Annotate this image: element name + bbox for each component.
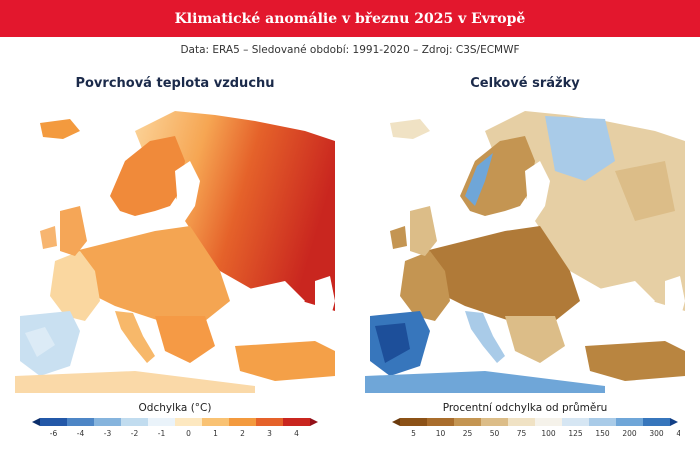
precipitation-colorbar-tick-label: 200	[622, 429, 637, 438]
precipitation-colorbar-bin	[562, 418, 590, 426]
precipitation-map-title: Celkové srážky	[470, 76, 580, 91]
temperature-map-title: Povrchová teplota vzduchu	[75, 76, 275, 91]
temperature-colorbar-tick-label: 2	[240, 429, 245, 438]
land-iceland	[40, 119, 80, 139]
precipitation-anomaly-map	[365, 101, 685, 393]
temperature-colorbar-bin	[121, 418, 149, 426]
precipitation-colorbar-bin	[643, 418, 671, 426]
precipitation-colorbar-bin	[454, 418, 482, 426]
temperature-legend-title: Odchylka (°C)	[138, 402, 212, 414]
temperature-colorbar-bin	[283, 418, 311, 426]
precipitation-colorbar-tick-label: 150	[595, 429, 610, 438]
temperature-colorbar-tick-label: 4	[294, 429, 299, 438]
temperature-colorbar-tick-label: -2	[131, 429, 139, 438]
temperature-colorbar-bin	[148, 418, 176, 426]
temperature-colorbar-tick-label: -4	[77, 429, 85, 438]
temperature-anomaly-map	[15, 101, 335, 393]
temperature-colorbar-tick-label: -3	[104, 429, 112, 438]
precipitation-colorbar-bin	[400, 418, 428, 426]
baltic-sea	[173, 161, 200, 221]
land-scandinavia	[110, 136, 185, 216]
precipitation-colorbar-tick-label: 25	[463, 429, 473, 438]
temperature-colorbar-bin	[67, 418, 95, 426]
precipitation-colorbar-bin	[535, 418, 563, 426]
temperature-colorbar-min-arrow	[32, 418, 40, 426]
temperature-colorbar-tick-label: -6	[50, 429, 58, 438]
land-north-africa	[15, 371, 255, 393]
land-british-isles	[60, 206, 87, 256]
temperature-colorbar-bin	[175, 418, 203, 426]
temperature-colorbar-bin	[202, 418, 230, 426]
temperature-colorbar: -6-4-3-2-1012346	[32, 418, 318, 438]
land-balkans	[155, 316, 215, 363]
land-turkey	[235, 341, 335, 381]
precipitation-colorbar-tick-label: 400	[676, 429, 680, 438]
precipitation-colorbar-bin	[481, 418, 509, 426]
page-title: Klimatické anomálie v březnu 2025 v Evro…	[174, 10, 526, 27]
precipitation-legend-title: Procentní odchylka od průměru	[442, 402, 608, 414]
precipitation-colorbar-tick-label: 10	[436, 429, 446, 438]
temperature-colorbar-tick-label: 1	[213, 429, 218, 438]
temperature-colorbar-tick-label: 0	[186, 429, 191, 438]
land-italy	[115, 311, 155, 363]
black-sea	[230, 281, 305, 323]
precipitation-colorbar-max-arrow	[670, 418, 678, 426]
precipitation-colorbar-tick-label: 5	[411, 429, 416, 438]
precipitation-colorbar-tick-label: 75	[517, 429, 527, 438]
title-banner: Klimatické anomálie v březnu 2025 v Evro…	[0, 0, 700, 37]
temperature-colorbar-max-arrow	[310, 418, 318, 426]
land-west	[50, 251, 100, 321]
land-central	[75, 226, 230, 326]
temperature-colorbar-tick-label: -1	[158, 429, 166, 438]
precipitation-colorbar-bin	[589, 418, 617, 426]
precipitation-colorbar-min-arrow	[392, 418, 400, 426]
temperature-colorbar-bin	[40, 418, 68, 426]
temperature-colorbar-bin	[229, 418, 257, 426]
temperature-colorbar-bin	[94, 418, 122, 426]
data-source-subtitle: Data: ERA5 – Sledované období: 1991-2020…	[180, 44, 520, 56]
precipitation-colorbar: 5 10 25 50 75 100 125 150 200 300 400	[392, 418, 680, 438]
precipitation-colorbar-tick-label: 300	[649, 429, 664, 438]
temperature-colorbar-bin	[256, 418, 284, 426]
precipitation-colorbar-tick-label: 125	[568, 429, 583, 438]
precipitation-colorbar-tick-label: 100	[541, 429, 556, 438]
caspian-sea	[315, 276, 335, 331]
precipitation-colorbar-bin	[508, 418, 536, 426]
temperature-colorbar-tick-label: 3	[267, 429, 272, 438]
precipitation-colorbar-bin	[616, 418, 644, 426]
precipitation-colorbar-tick-label: 50	[490, 429, 500, 438]
precipitation-colorbar-bin	[427, 418, 455, 426]
